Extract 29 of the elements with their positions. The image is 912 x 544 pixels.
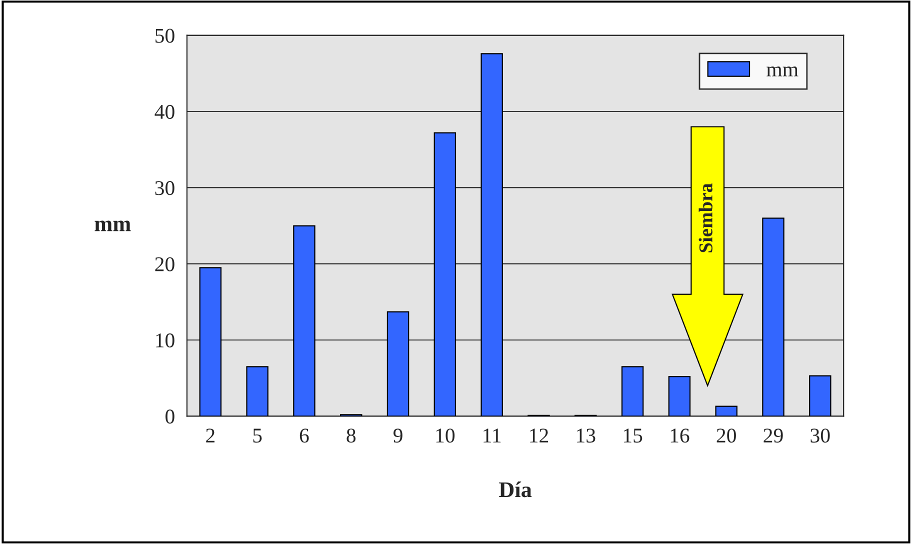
x-tick-label: 29 — [764, 428, 783, 443]
y-tick-label: 0 — [166, 410, 174, 424]
x-tick-label: 11 — [484, 428, 501, 442]
y-tick-label: 20 — [155, 257, 174, 272]
x-tick-label: 15 — [624, 428, 642, 443]
bar — [809, 375, 832, 416]
x-tick-label: 20 — [716, 428, 736, 443]
bar — [668, 376, 691, 416]
x-tick-label: 16 — [670, 428, 690, 443]
y-tick-label: 10 — [156, 333, 174, 348]
y-axis-title: mm — [94, 220, 131, 232]
annotation: Siembra — [698, 183, 712, 252]
x-tick-label: 6 — [300, 428, 309, 443]
legend-label: mm — [766, 66, 798, 76]
bar — [246, 366, 268, 416]
bar — [715, 406, 738, 416]
x-tick-label: 10 — [436, 428, 455, 443]
y-tick-label: 30 — [155, 181, 174, 196]
x-tick-label: 9 — [393, 428, 402, 443]
x-axis-title: Día — [499, 482, 532, 498]
x-tick-label: 5 — [253, 428, 262, 443]
y-tick-label: 50 — [156, 28, 174, 43]
bar — [621, 366, 644, 416]
y-tick-label: 40 — [154, 104, 174, 119]
x-tick-label: 2 — [206, 428, 214, 442]
x-tick-label: 12 — [530, 428, 548, 442]
x-tick-label: 8 — [346, 428, 356, 443]
x-tick-label: 13 — [577, 428, 596, 443]
x-tick-label: 30 — [810, 428, 830, 443]
